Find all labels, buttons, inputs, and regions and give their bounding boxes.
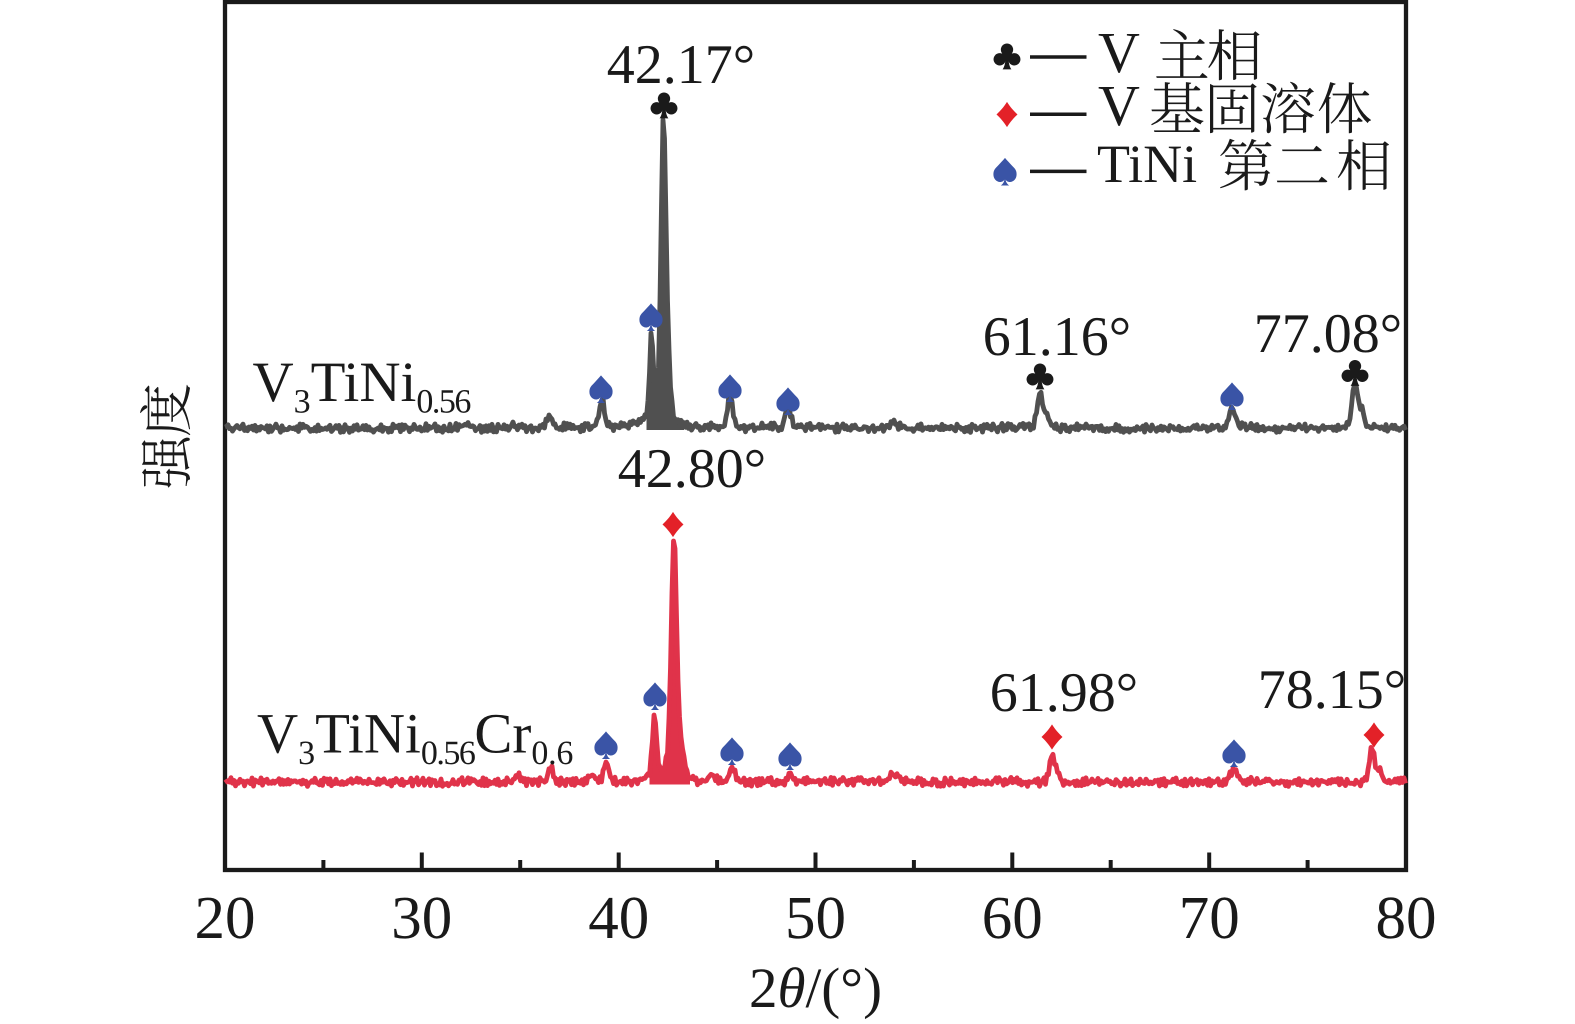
svg-text:30: 30 xyxy=(391,885,452,952)
svg-text:50: 50 xyxy=(785,885,846,952)
svg-text:TiNi: TiNi xyxy=(1097,134,1197,194)
svg-text:60: 60 xyxy=(982,885,1043,952)
svg-text:V3TiNi0.56: V3TiNi0.56 xyxy=(253,351,472,421)
svg-text:78.15°: 78.15° xyxy=(1258,659,1406,721)
svg-text:2θ/(°): 2θ/(°) xyxy=(749,957,882,1020)
svg-text:42.17°: 42.17° xyxy=(607,34,755,96)
svg-text:V: V xyxy=(1098,73,1140,138)
svg-text:40: 40 xyxy=(588,885,649,952)
svg-text:80: 80 xyxy=(1376,885,1437,952)
svg-text:70: 70 xyxy=(1179,885,1240,952)
svg-text:61.16°: 61.16° xyxy=(983,306,1131,368)
svg-text:61.98°: 61.98° xyxy=(990,662,1138,724)
svg-text:42.80°: 42.80° xyxy=(618,438,766,500)
svg-text:V3TiNi0.56Cr0.6: V3TiNi0.56Cr0.6 xyxy=(257,703,573,773)
svg-text:V: V xyxy=(1098,20,1140,85)
svg-text:77.08°: 77.08° xyxy=(1254,303,1402,365)
svg-text:20: 20 xyxy=(195,885,256,952)
